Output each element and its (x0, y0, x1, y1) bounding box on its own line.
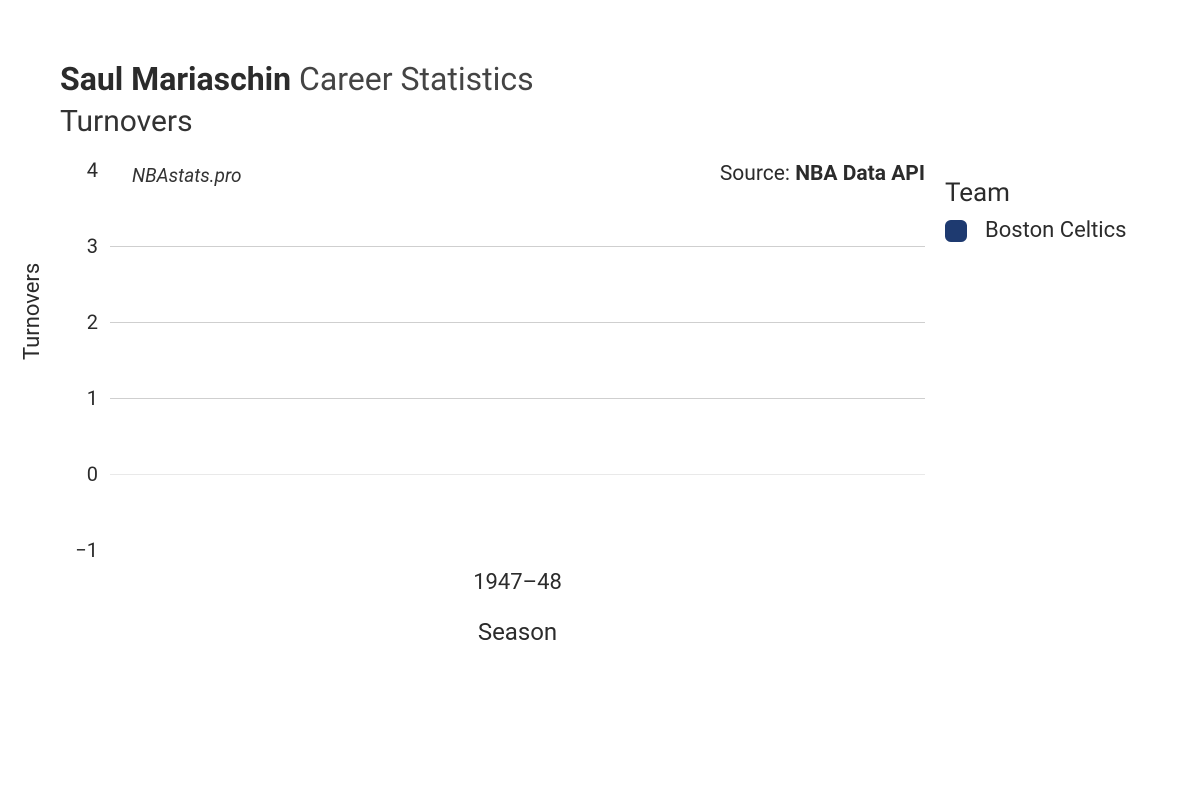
chart-subtitle: Turnovers (60, 104, 193, 139)
gridline-1 (110, 398, 925, 399)
ytick-3: 3 (87, 234, 98, 258)
title-light: Career Statistics (291, 60, 534, 98)
x-axis-label: Season (478, 618, 557, 646)
gridline-3 (110, 246, 925, 247)
xtick-0: 1947–48 (473, 570, 562, 595)
legend-label-0: Boston Celtics (985, 218, 1127, 243)
ytick-1: 1 (87, 386, 98, 410)
source-value: NBA Data API (795, 162, 925, 186)
legend: Team Boston Celtics (945, 178, 1127, 243)
ytick-n1: −1 (75, 538, 98, 562)
title-bold: Saul Mariaschin (60, 60, 291, 98)
gridline-2 (110, 322, 925, 323)
chart-title: Saul Mariaschin Career Statistics (60, 60, 534, 98)
watermark: NBAstats.pro (132, 164, 242, 187)
chart-container: Saul Mariaschin Career Statistics Turnov… (0, 0, 1200, 800)
ytick-2: 2 (87, 310, 98, 334)
legend-swatch-0 (945, 220, 967, 242)
legend-item-0: Boston Celtics (945, 218, 1127, 243)
ytick-0: 0 (87, 462, 98, 486)
legend-title: Team (945, 178, 1127, 208)
source-prefix: Source: (720, 162, 795, 186)
plot-area: NBAstats.pro Source: NBA Data API 4 3 2 … (110, 170, 925, 550)
source-attribution: Source: NBA Data API (720, 162, 925, 186)
ytick-4: 4 (87, 158, 98, 182)
gridline-0 (110, 474, 925, 475)
